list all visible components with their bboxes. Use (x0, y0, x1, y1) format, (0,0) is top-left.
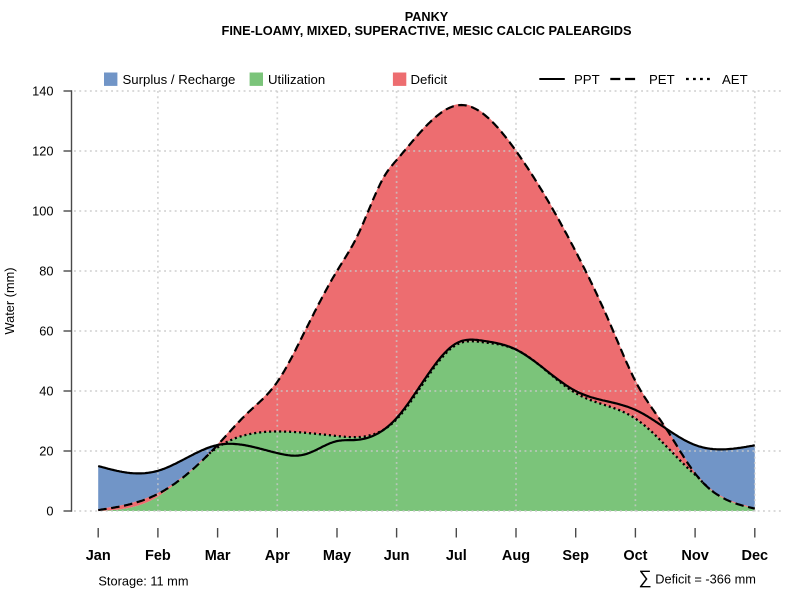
svg-text:PPT: PPT (574, 72, 600, 87)
svg-text:Sep: Sep (562, 548, 589, 564)
svg-text:Jun: Jun (384, 548, 410, 564)
svg-text:Water (mm): Water (mm) (2, 267, 17, 334)
svg-text:FINE-LOAMY, MIXED, SUPERACTIVE: FINE-LOAMY, MIXED, SUPERACTIVE, MESIC CA… (222, 23, 632, 38)
svg-text:∑ Deficit = -366 mm: ∑ Deficit = -366 mm (639, 567, 756, 588)
svg-text:Deficit: Deficit (411, 72, 448, 87)
svg-text:Nov: Nov (681, 548, 708, 564)
svg-text:Dec: Dec (741, 548, 768, 564)
svg-text:Utilization: Utilization (268, 72, 325, 87)
svg-text:PET: PET (649, 72, 675, 87)
svg-text:Jan: Jan (86, 548, 111, 564)
svg-text:140: 140 (32, 84, 53, 99)
svg-text:May: May (323, 548, 351, 564)
svg-text:Mar: Mar (205, 548, 231, 564)
svg-text:Oct: Oct (623, 548, 647, 564)
svg-text:Surplus / Recharge: Surplus / Recharge (123, 72, 236, 87)
svg-text:60: 60 (39, 324, 53, 339)
svg-text:80: 80 (39, 264, 53, 279)
svg-text:Apr: Apr (265, 548, 290, 564)
svg-text:AET: AET (722, 72, 748, 87)
svg-text:40: 40 (39, 384, 53, 399)
svg-text:100: 100 (32, 204, 53, 219)
svg-text:Storage: 11 mm: Storage: 11 mm (98, 574, 188, 589)
svg-text:120: 120 (32, 144, 53, 159)
svg-text:Aug: Aug (502, 548, 530, 564)
svg-text:20: 20 (39, 444, 53, 459)
svg-text:0: 0 (46, 504, 53, 519)
svg-text:Feb: Feb (145, 548, 171, 564)
svg-text:Jul: Jul (446, 548, 467, 564)
svg-text:PANKY: PANKY (405, 10, 449, 24)
